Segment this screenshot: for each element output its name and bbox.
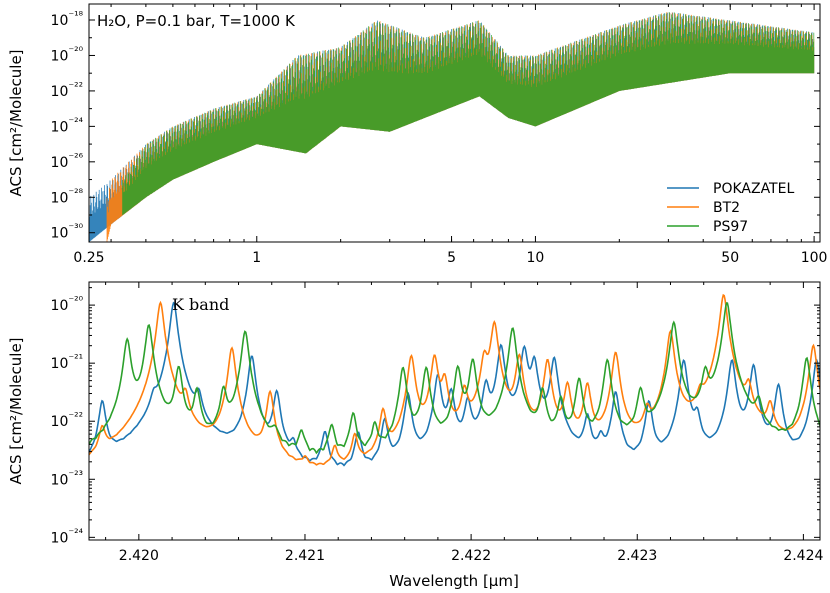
top-y-tick-label: 10⁻³⁰: [51, 222, 84, 242]
x-axis-label: Wavelength [μm]: [389, 572, 519, 590]
bottom-series-pokazatel: [89, 301, 820, 467]
legend-label-bt2: BT2: [713, 200, 740, 216]
bottom-y-tick-label: 10⁻²⁴: [51, 526, 84, 546]
legend-label-ps97: PS97: [713, 219, 748, 235]
bottom-x-tick-label: 2.424: [783, 548, 823, 564]
bottom-series-bt2: [89, 293, 820, 466]
bottom-annotation: K band: [172, 295, 229, 314]
bottom-y-tick-label: 10⁻²¹: [51, 352, 83, 372]
top-y-tick-label: 10⁻²⁰: [51, 44, 84, 64]
top-x-tick-label: 100: [801, 250, 828, 266]
bottom-axis-ticks: 2.420 2.421 2.422 2.423 2.424 10⁻²⁴ 10⁻²³ 10⁻²²…: [51, 282, 824, 564]
top-series-layer: [89, 12, 815, 242]
top-series-ps97: [122, 12, 815, 215]
bottom-y-tick-label: 10⁻²²: [51, 410, 83, 430]
top-y-axis-label: ACS [cm²/Molecule]: [7, 49, 25, 196]
top-x-tick-label: 50: [721, 250, 739, 266]
top-annotation: H₂O, P=0.1 bar, T=1000 K: [97, 12, 296, 30]
top-axis-ticks: 0.25 1 5 10 50 100 10⁻³⁰ 10⁻²⁸ 10⁻²⁶ 10⁻²⁴ 10⁻²² 10…: [51, 4, 828, 266]
top-y-tick-label: 10⁻¹⁸: [51, 9, 84, 29]
bottom-y-tick-label: 10⁻²⁰: [51, 294, 84, 314]
top-legend: POKAZATEL BT2 PS97: [667, 181, 794, 235]
top-y-tick-label: 10⁻²⁸: [51, 186, 84, 206]
bottom-x-tick-label: 2.421: [285, 548, 325, 564]
bottom-chart-panel: 2.420 2.421 2.422 2.423 2.424 10⁻²⁴ 10⁻²³ 10⁻²²…: [7, 281, 824, 590]
top-x-tick-label: 1: [252, 250, 261, 266]
bottom-x-tick-label: 2.423: [617, 548, 657, 564]
top-y-tick-label: 10⁻²⁴: [51, 115, 84, 135]
bottom-x-tick-label: 2.422: [451, 548, 491, 564]
top-x-tick-label: 10: [527, 250, 545, 266]
top-chart-panel: 0.25 1 5 10 50 100 10⁻³⁰ 10⁻²⁸ 10⁻²⁶ 10⁻²⁴ 10⁻²² 10…: [7, 3, 828, 266]
bottom-y-axis-label: ACS [cm²/Molecule]: [7, 337, 25, 484]
legend-label-pokazatel: POKAZATEL: [713, 181, 794, 197]
bottom-x-tick-label: 2.420: [119, 548, 159, 564]
top-x-tick-label: 0.25: [73, 250, 104, 266]
top-y-tick-label: 10⁻²⁶: [51, 151, 84, 171]
top-x-tick-label: 5: [447, 250, 456, 266]
bottom-plot-frame: [88, 281, 821, 541]
bottom-series-ps97: [89, 302, 820, 455]
top-y-tick-label: 10⁻²²: [51, 80, 83, 100]
bottom-series-layer: [89, 293, 820, 467]
top-plot-frame: [88, 3, 821, 243]
bottom-y-tick-label: 10⁻²³: [51, 468, 83, 488]
